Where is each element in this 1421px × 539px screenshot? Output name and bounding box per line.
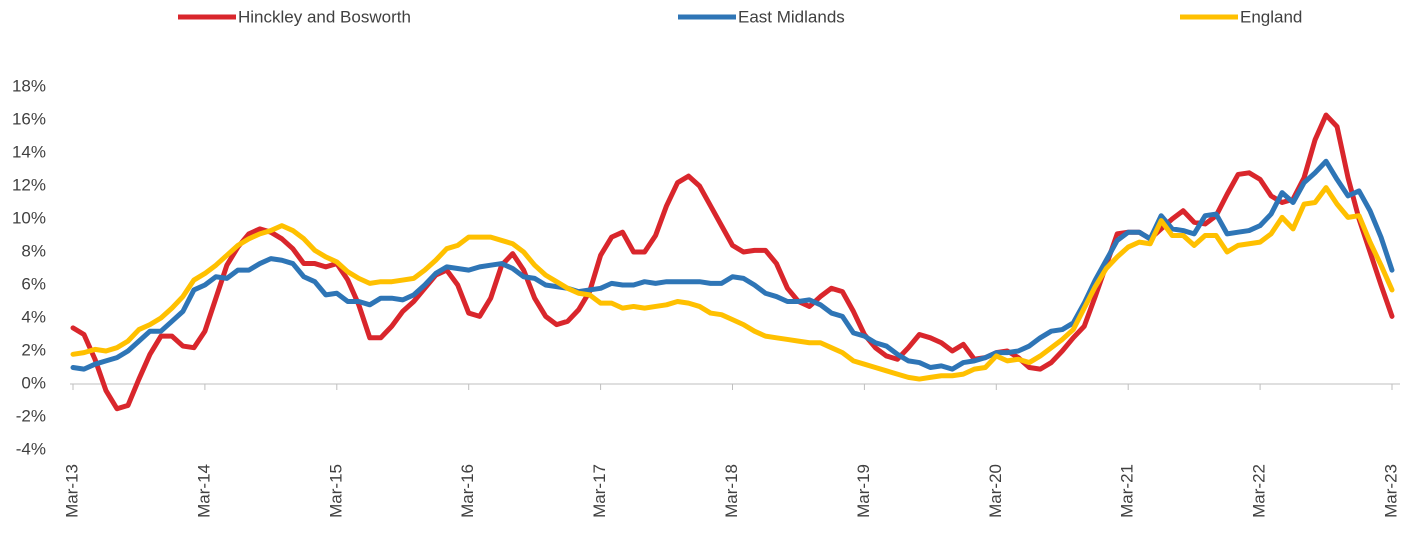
y-tick-label: 10% [12,208,46,227]
legend-label: England [1240,7,1302,26]
x-tick-label: Mar-17 [590,464,609,518]
series-line [70,112,1395,412]
x-tick-label: Mar-14 [194,464,213,518]
y-tick-label: 14% [12,142,46,161]
y-tick-label: 18% [12,76,46,95]
y-tick-label: -4% [16,439,46,458]
series-line [70,185,1395,382]
legend-label: East Midlands [738,7,845,26]
legend-label: Hinckley and Bosworth [238,7,411,26]
x-tick-label: Mar-22 [1250,464,1269,518]
y-tick-label: 12% [12,175,46,194]
series-line [70,158,1395,372]
x-tick-label: Mar-13 [62,464,81,518]
y-tick-label: -2% [16,406,46,425]
x-tick-label: Mar-15 [326,464,345,518]
y-tick-label: 16% [12,109,46,128]
x-tick-label: Mar-21 [1118,464,1137,518]
x-tick-label: Mar-16 [458,464,477,518]
y-tick-label: 0% [21,373,46,392]
x-tick-label: Mar-19 [854,464,873,518]
x-tick-label: Mar-23 [1381,464,1400,518]
y-tick-label: 8% [21,241,46,260]
x-tick-label: Mar-20 [986,464,1005,518]
x-tick-label: Mar-18 [722,464,741,518]
y-tick-label: 4% [21,307,46,326]
y-tick-label: 6% [21,274,46,293]
y-tick-label: 2% [21,340,46,359]
